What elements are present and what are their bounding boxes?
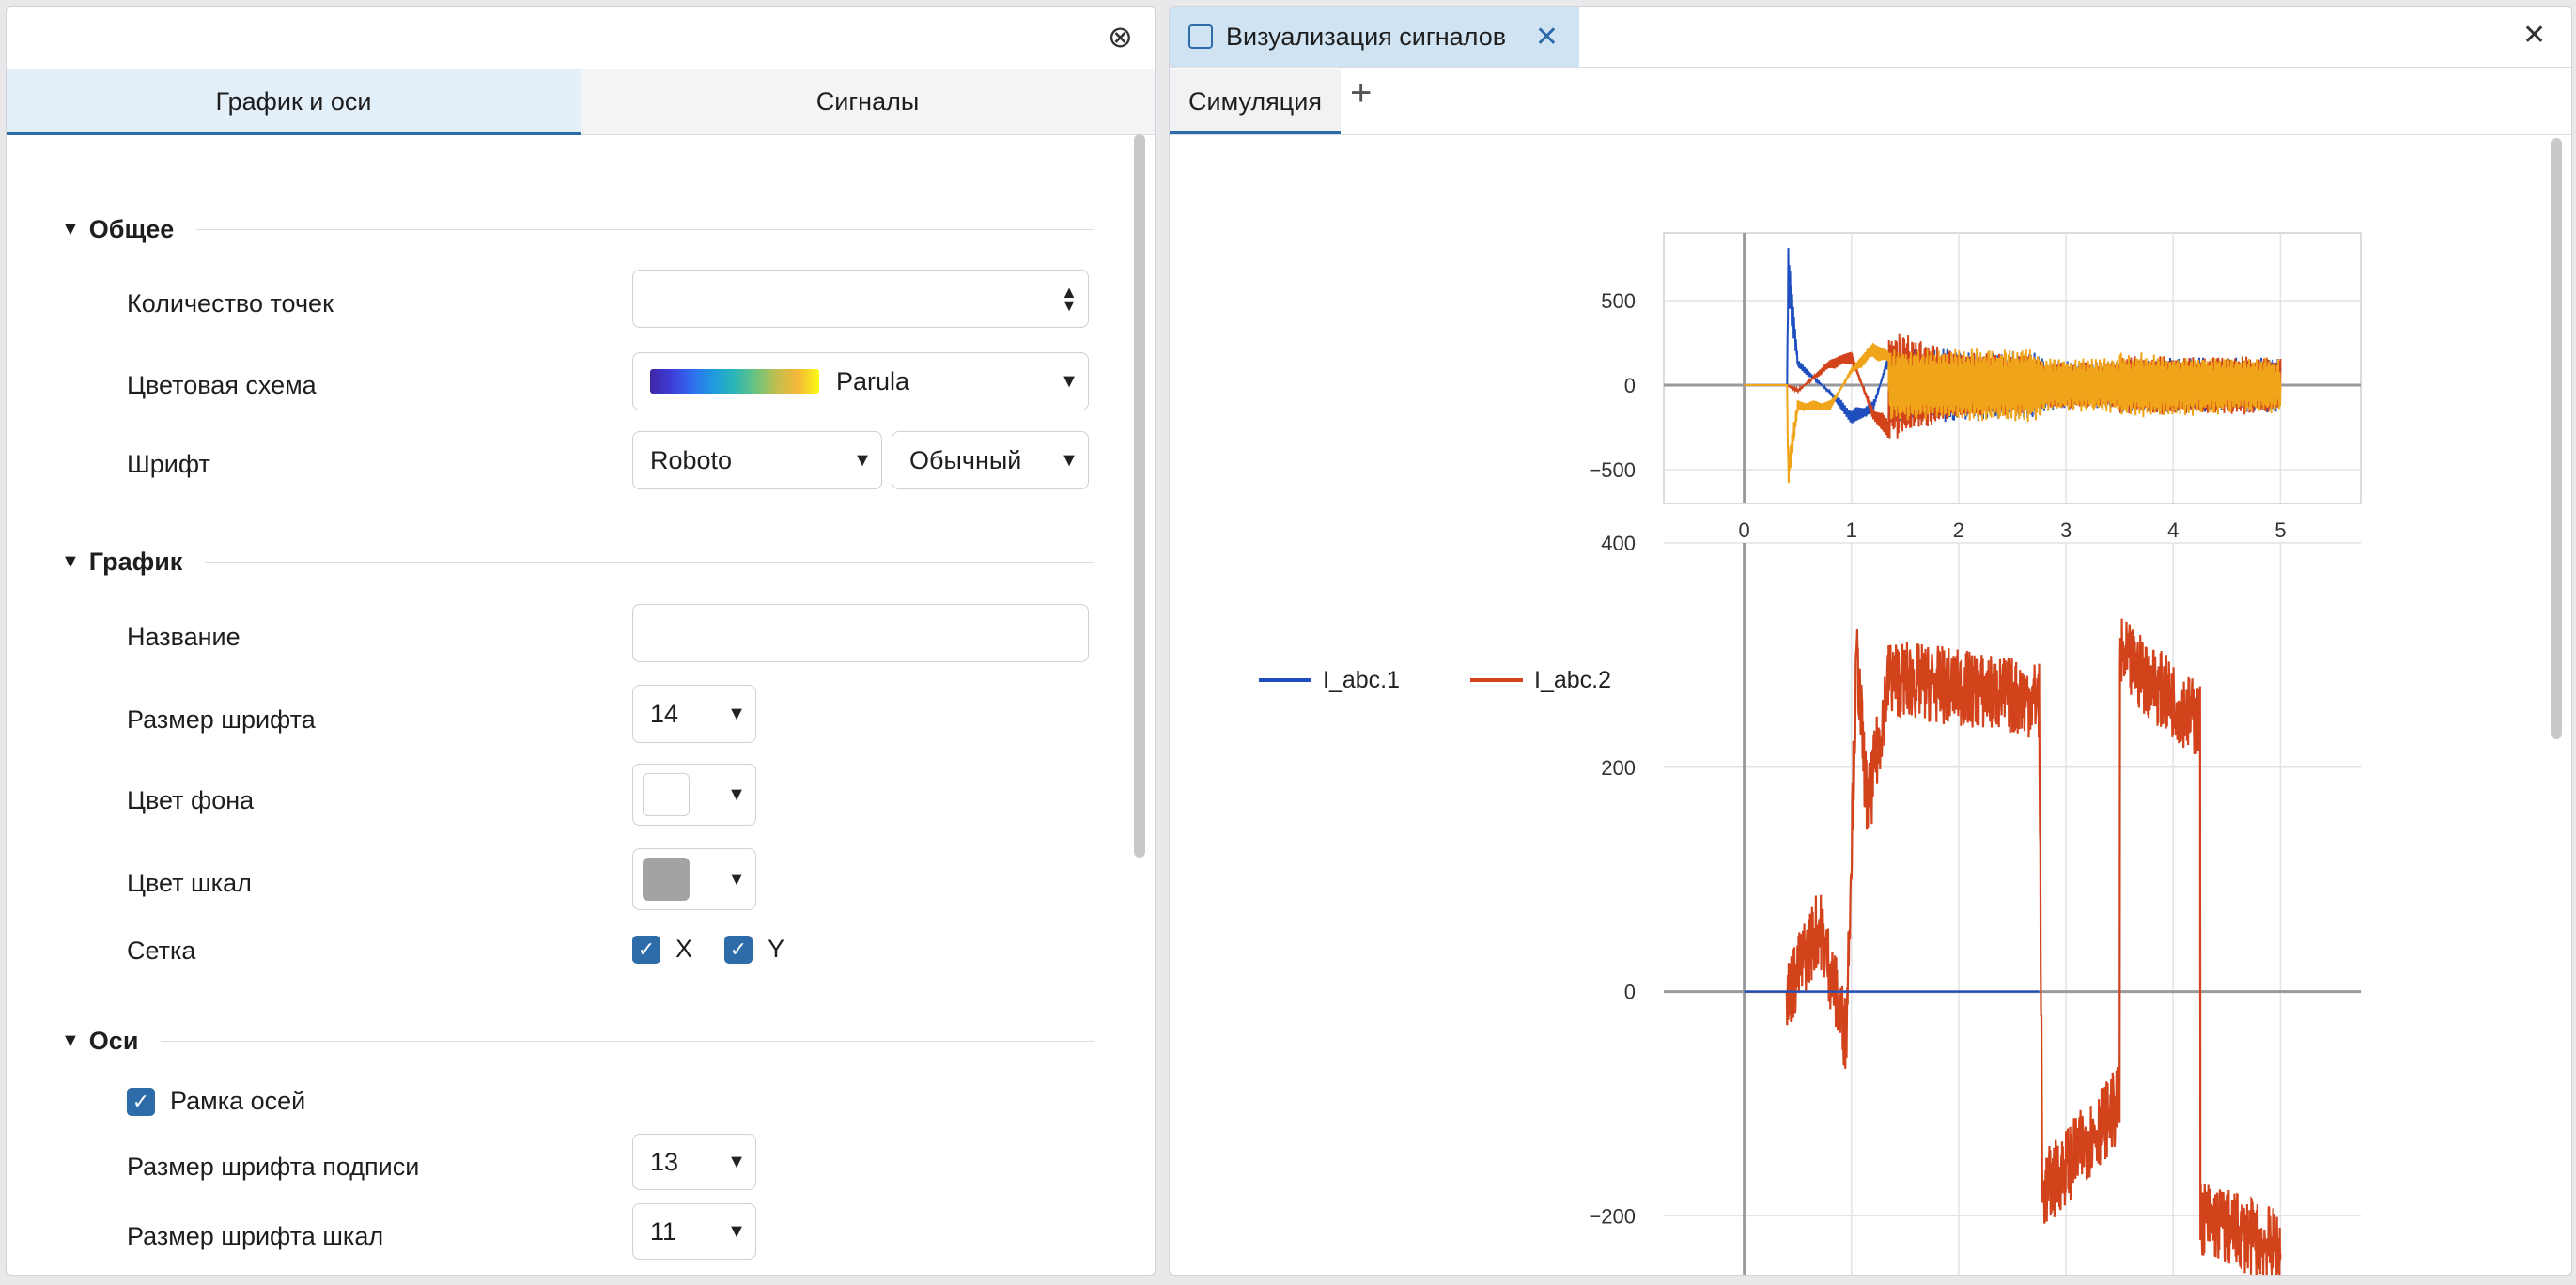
- bgcolor-picker[interactable]: ▼: [632, 764, 756, 826]
- caret-down-icon: ▼: [61, 1030, 80, 1051]
- caret-down-icon: ▼: [61, 551, 80, 572]
- signal-charts: −5000500012345ВремяI_abc.1I_abc.2I_abc.3…: [1259, 232, 2362, 1275]
- bgcolor-label: Цвет фона: [127, 786, 255, 814]
- font-label: Шрифт: [127, 450, 210, 478]
- fontsize-label: Размер шрифта: [127, 705, 316, 734]
- chevron-down-icon: ▼: [727, 868, 746, 890]
- legend-label: I_abc.2: [1534, 667, 1611, 693]
- chevron-down-icon: ▼: [1060, 449, 1079, 471]
- scalecolor-swatch: [643, 858, 690, 901]
- legend-item[interactable]: I_abc.1: [1259, 667, 1400, 693]
- checkmark-icon: ✓: [632, 935, 660, 964]
- x-tick-label: 5: [2274, 519, 2286, 542]
- font-style-select[interactable]: Обычный ▼: [892, 431, 1089, 489]
- section-divider: [161, 1041, 1094, 1042]
- caret-down-icon: ▼: [61, 219, 80, 240]
- axes-frame-checkbox[interactable]: ✓ Рамка осей: [127, 1087, 305, 1116]
- series-line-chart2-0: [1744, 618, 2282, 1275]
- labelsize-select[interactable]: 13 ▼: [632, 1134, 756, 1190]
- legend-item[interactable]: I_abc.2: [1470, 667, 1611, 693]
- properties-tabs: График и оси Сигналы: [7, 69, 1155, 135]
- y-tick-label: 500: [1601, 289, 1636, 313]
- signal-chart-icon: [1188, 24, 1213, 49]
- chevron-down-icon: ▼: [727, 1220, 746, 1242]
- series-line-I_abc.3: [1744, 343, 2282, 484]
- section-axes[interactable]: ▼ Оси: [61, 1027, 1094, 1056]
- plot-area: [1664, 543, 2361, 1275]
- colorscheme-select[interactable]: Parula ▼: [632, 352, 1089, 410]
- grid-x-checkbox[interactable]: ✓ X: [632, 935, 692, 964]
- plus-icon[interactable]: +: [1350, 72, 1373, 114]
- close-tab-icon[interactable]: ✕: [1534, 21, 1559, 53]
- subtab-divider: [1170, 134, 2571, 135]
- title-label: Название: [127, 623, 241, 651]
- x-tick-label: 1: [1846, 519, 1857, 542]
- x-tick-label: 2: [1953, 519, 1964, 542]
- y-tick-label: 0: [1624, 374, 1636, 397]
- scrollbar-thumb[interactable]: [2551, 138, 2562, 739]
- legend-label: I_abc.1: [1323, 667, 1400, 693]
- tab-simulation[interactable]: Симуляция: [1170, 69, 1341, 134]
- x-tick-label: 0: [1738, 519, 1749, 542]
- y-tick-label: 0: [1624, 981, 1636, 1004]
- section-divider: [196, 229, 1094, 230]
- y-tick-label: −500: [1589, 458, 1636, 482]
- tab-signal-visualization[interactable]: Визуализация сигналов ✕: [1170, 7, 1579, 67]
- y-tick-label: −200: [1589, 1204, 1636, 1228]
- close-window-icon[interactable]: ✕: [2522, 20, 2547, 51]
- title-input[interactable]: [632, 604, 1089, 662]
- spinner-arrows-icon[interactable]: ▲ ▼: [1061, 283, 1078, 315]
- scalecolor-picker[interactable]: ▼: [632, 848, 756, 910]
- chart-1: −5000500012345ВремяI_abc.1I_abc.2I_abc.3: [1259, 232, 2362, 693]
- close-icon[interactable]: ⊗: [1108, 20, 1133, 54]
- y-tick-label: 400: [1601, 532, 1636, 555]
- labelsize-label: Размер шрифта подписи: [127, 1153, 420, 1181]
- chevron-down-icon: ▼: [727, 1151, 746, 1172]
- section-general[interactable]: ▼ Общее: [61, 215, 1094, 244]
- colorscheme-label: Цветовая схема: [127, 371, 317, 399]
- ticksize-select[interactable]: 11 ▼: [632, 1203, 756, 1260]
- checkmark-icon: ✓: [724, 935, 753, 964]
- labelsize-value: 13: [650, 1147, 679, 1176]
- x-tick-label: 4: [2167, 519, 2179, 542]
- grid-label: Сетка: [127, 937, 196, 965]
- tab-signals[interactable]: Сигналы: [815, 86, 920, 116]
- chevron-down-icon: ▼: [727, 703, 746, 724]
- signal-viewer-panel: Визуализация сигналов ✕ ✕ Симуляция + −5…: [1169, 6, 2572, 1276]
- font-style-value: Обычный: [909, 445, 1022, 474]
- scrollbar-thumb[interactable]: [1134, 134, 1145, 858]
- font-family-value: Roboto: [650, 445, 733, 474]
- colorscheme-value: Parula: [836, 366, 910, 395]
- chevron-down-icon: ▼: [727, 783, 746, 805]
- chevron-down-icon: ▼: [1060, 370, 1079, 392]
- grid-y-checkbox[interactable]: ✓ Y: [724, 935, 784, 964]
- font-family-select[interactable]: Roboto ▼: [632, 431, 882, 489]
- fontsize-value: 14: [650, 699, 679, 728]
- parula-gradient-swatch: [650, 369, 819, 394]
- chevron-down-icon: ▼: [853, 449, 872, 471]
- ticksize-value: 11: [650, 1216, 677, 1246]
- ticksize-label: Размер шрифта шкал: [127, 1222, 384, 1250]
- fontsize-select[interactable]: 14 ▼: [632, 685, 756, 743]
- chart-2: −200 0 200 400: [1589, 532, 2361, 1275]
- bgcolor-swatch: [643, 773, 690, 816]
- tab-plot-and-axes[interactable]: График и оси: [7, 69, 581, 135]
- section-divider: [205, 562, 1094, 563]
- properties-panel: ⊗ График и оси Сигналы ▼ Общее Количеств…: [6, 6, 1156, 1276]
- points-stepper[interactable]: ▲ ▼: [632, 270, 1089, 328]
- x-tick-label: 3: [2060, 519, 2072, 542]
- section-plot[interactable]: ▼ График: [61, 548, 1094, 577]
- checkmark-icon: ✓: [127, 1087, 155, 1116]
- y-tick-label: 200: [1601, 756, 1636, 780]
- points-label: Количество точек: [127, 289, 334, 317]
- scalecolor-label: Цвет шкал: [127, 869, 252, 897]
- tab-bar-divider: [1170, 67, 2571, 68]
